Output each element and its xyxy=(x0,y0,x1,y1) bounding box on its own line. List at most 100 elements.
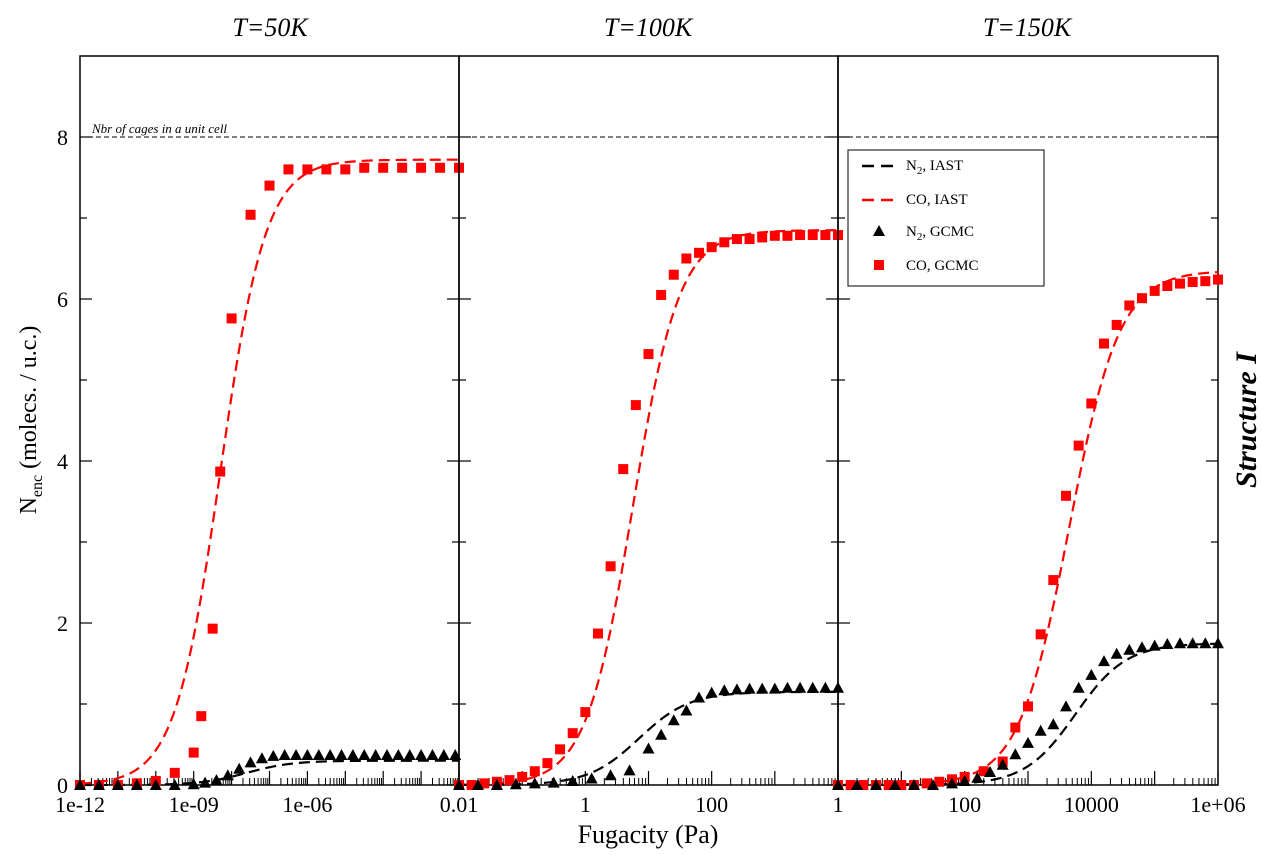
point-co-1-1 xyxy=(466,780,477,790)
legend-swatch-n2-gcmc xyxy=(873,225,885,236)
point-co-2-18 xyxy=(1073,440,1084,451)
point-n2-1-19 xyxy=(756,682,769,694)
y-tick-label-2: 2 xyxy=(57,611,68,636)
point-n2-2-23 xyxy=(1161,638,1174,650)
point-co-0-13 xyxy=(283,164,294,175)
point-co-0-21 xyxy=(435,162,446,173)
reference-line-label: Nbr of cages in a unit cell xyxy=(91,121,227,136)
point-n2-0-20 xyxy=(346,749,359,761)
point-n2-2-5 xyxy=(927,779,939,790)
point-co-2-7 xyxy=(921,778,932,789)
point-n2-1-13 xyxy=(680,704,693,716)
curve-2-1 xyxy=(838,642,1219,787)
y-axis-label: Nenc (molecs. / u.c.) xyxy=(16,326,46,515)
point-co-2-17 xyxy=(1061,490,1071,501)
point-n2-0-17 xyxy=(312,749,325,761)
point-co-2-14 xyxy=(1023,701,1033,712)
x-tick-label-2-2: 10000 xyxy=(1064,792,1119,817)
point-co-0-20 xyxy=(416,162,427,173)
x-tick-label-1-0: 1 xyxy=(580,792,591,817)
point-co-2-21 xyxy=(1111,319,1122,330)
point-co-1-21 xyxy=(719,237,730,248)
point-co-0-11 xyxy=(245,209,256,220)
point-n2-2-11 xyxy=(1009,748,1022,760)
point-n2-1-17 xyxy=(730,683,743,695)
x-axis-label: Fugacity (Pa) xyxy=(578,820,719,849)
point-co-0-16 xyxy=(340,164,351,175)
point-n2-2-27 xyxy=(1212,637,1224,649)
point-co-1-19 xyxy=(694,247,705,258)
x-tick-label-0-0: 1e-12 xyxy=(55,792,105,817)
point-n2-1-22 xyxy=(794,681,807,693)
point-n2-0-15 xyxy=(290,749,303,761)
curve-0-1 xyxy=(80,759,459,787)
point-n2-2-14 xyxy=(1047,718,1060,730)
point-co-1-6 xyxy=(529,766,540,777)
point-n2-2-15 xyxy=(1060,700,1072,712)
point-n2-2-12 xyxy=(1022,736,1034,748)
point-co-0-15 xyxy=(321,164,332,175)
panel-title-t50: T=50K xyxy=(232,13,309,42)
point-n2-2-2 xyxy=(870,779,882,790)
x-tick-label-1-1: 100 xyxy=(695,792,728,817)
point-n2-2-9 xyxy=(984,766,996,778)
panel-title-t100: T=100K xyxy=(604,13,694,42)
point-co-1-7 xyxy=(542,758,553,769)
point-co-1-27 xyxy=(795,230,806,241)
point-co-2-5 xyxy=(896,780,907,790)
point-n2-1-11 xyxy=(655,728,668,740)
point-co-1-29 xyxy=(820,230,831,241)
point-co-2-28 xyxy=(1200,276,1211,287)
point-n2-0-14 xyxy=(278,749,291,761)
point-co-2-8 xyxy=(934,776,945,787)
point-n2-1-7 xyxy=(585,772,598,784)
point-co-2-4 xyxy=(883,780,894,790)
x-tick-label-2-3: 1e+06 xyxy=(1190,792,1245,817)
point-n2-1-6 xyxy=(566,774,579,786)
point-n2-2-26 xyxy=(1199,637,1212,649)
point-co-1-10 xyxy=(580,707,591,718)
point-co-1-13 xyxy=(618,464,629,475)
point-n2-0-0 xyxy=(74,779,86,790)
point-n2-2-16 xyxy=(1072,681,1085,693)
point-co-0-6 xyxy=(188,747,199,758)
y-axis-label-main: N xyxy=(16,497,42,514)
point-n2-0-8 xyxy=(210,774,223,786)
point-co-1-26 xyxy=(782,230,793,241)
point-n2-2-20 xyxy=(1123,643,1136,655)
point-co-2-16 xyxy=(1048,575,1059,586)
point-co-2-26 xyxy=(1175,278,1185,289)
point-n2-1-12 xyxy=(667,714,680,726)
point-co-1-28 xyxy=(807,230,818,241)
point-co-1-11 xyxy=(592,628,603,639)
point-co-1-14 xyxy=(630,400,641,411)
x-tick-label-2-0: 1 xyxy=(833,792,844,817)
point-n2-2-0 xyxy=(832,779,844,790)
point-co-0-14 xyxy=(302,164,313,175)
point-n2-2-10 xyxy=(996,758,1009,770)
point-co-1-15 xyxy=(643,349,654,360)
point-n2-2-25 xyxy=(1186,637,1199,649)
point-n2-0-29 xyxy=(449,749,462,761)
point-co-1-9 xyxy=(567,728,578,739)
legend-label-n2-gcmc-main: N xyxy=(906,224,917,240)
point-n2-0-10 xyxy=(233,762,246,774)
point-co-2-15 xyxy=(1035,629,1046,640)
y-tick-label-4: 4 xyxy=(57,449,68,474)
point-n2-0-19 xyxy=(335,749,348,761)
point-co-2-22 xyxy=(1124,300,1135,311)
point-co-0-5 xyxy=(169,767,180,778)
point-co-1-18 xyxy=(681,253,692,264)
point-co-1-2 xyxy=(479,778,490,789)
point-n2-0-12 xyxy=(255,752,268,764)
legend-label-n2-gcmc-rest: , GCMC xyxy=(922,224,974,240)
point-n2-2-1 xyxy=(851,779,863,790)
point-co-2-1 xyxy=(845,780,856,790)
legend-label-co-gcmc: CO, GCMC xyxy=(906,258,979,274)
point-n2-1-16 xyxy=(718,684,731,696)
x-tick-label-0-2: 1e-06 xyxy=(282,792,332,817)
point-co-2-11 xyxy=(978,766,989,777)
legend-swatch-co-gcmc xyxy=(874,260,884,270)
